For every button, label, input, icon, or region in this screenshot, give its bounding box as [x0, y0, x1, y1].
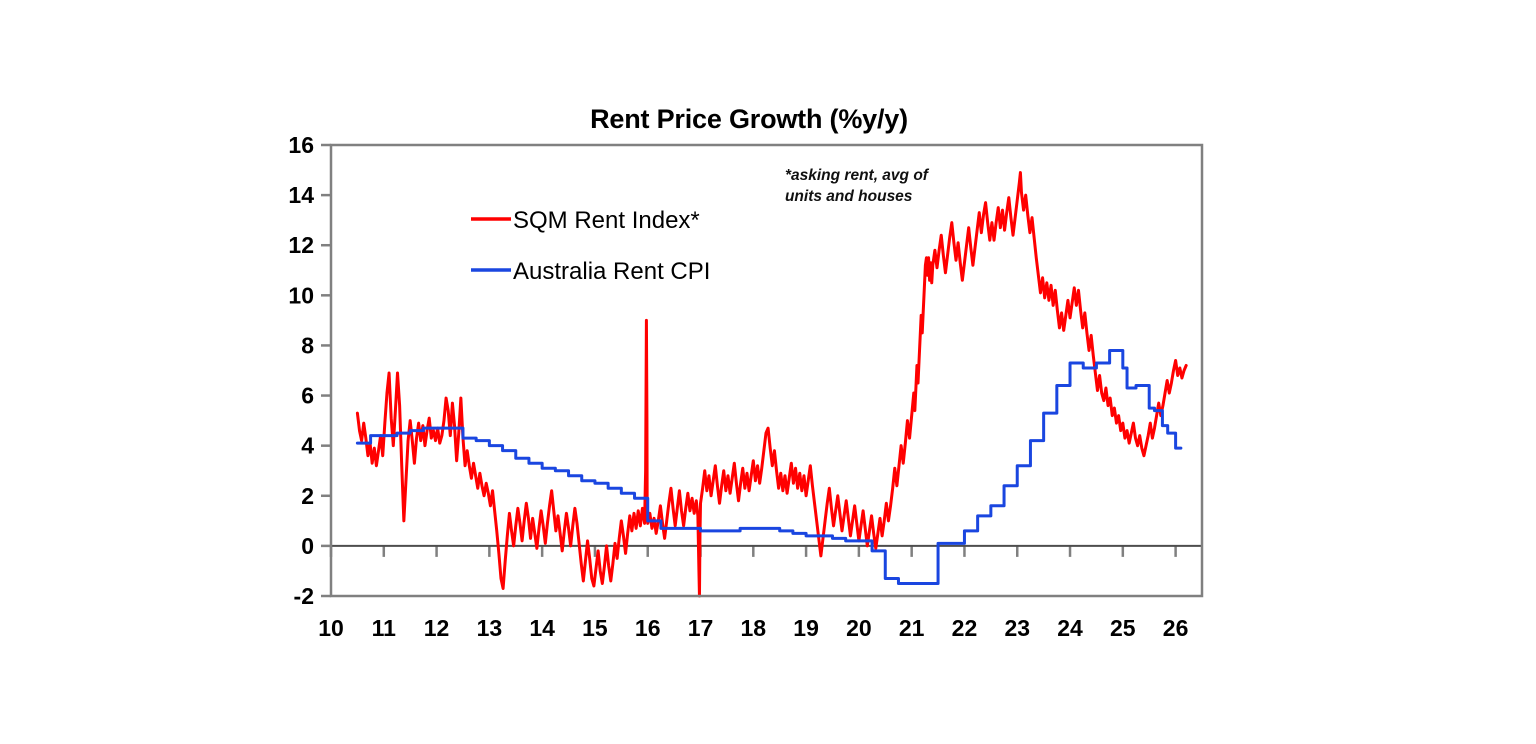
y-axis-tick-group: -2 0 2 4 6 8 10 12 14 16	[288, 132, 331, 609]
x-axis-tick-label: 11	[372, 615, 397, 641]
x-axis-tick-label: 12	[424, 615, 450, 641]
y-axis-tick-label: 8	[301, 332, 314, 358]
x-axis-tick-label: 25	[1110, 615, 1136, 641]
chart-title: Rent Price Growth (%y/y)	[590, 104, 908, 134]
y-axis-tick-label: 2	[301, 483, 314, 509]
x-axis-tick-group: 10 11 12 13 14 15 16 17 18 19 20 21 22 23 24 25 26	[318, 545, 1189, 641]
y-axis-tick-label: 4	[301, 433, 314, 459]
x-axis-tick-label: 23	[1004, 615, 1030, 641]
legend-label-1: Australia Rent CPI	[513, 258, 710, 285]
chart-legend: SQM Rent Index* Australia Rent CPI	[471, 207, 710, 285]
y-axis-tick-label: 16	[288, 132, 314, 158]
y-axis-tick-label: 10	[288, 282, 314, 308]
annotation-line: *asking rent, avg of	[785, 167, 930, 184]
y-axis-tick-label: 12	[288, 232, 314, 258]
series-line-sqm	[355, 171, 1188, 598]
data-series-group	[355, 171, 1188, 598]
x-axis-tick-label: 14	[529, 615, 555, 641]
x-axis-tick-label: 10	[318, 615, 344, 641]
x-axis-tick-label: 26	[1163, 615, 1189, 641]
plot-frame	[329, 143, 1204, 598]
x-axis-tick-label: 15	[582, 615, 608, 641]
x-axis-tick-label: 24	[1057, 615, 1083, 641]
x-axis-tick-label: 19	[793, 615, 819, 641]
legend-label-0: SQM Rent Index*	[513, 207, 700, 234]
x-axis-tick-label: 20	[846, 615, 872, 641]
chart-card: Rent Price Growth (%y/y) -2 0 2 4 6 8 10 12 14 16…	[271, 88, 1227, 656]
plot-frame-rect	[329, 143, 1204, 598]
x-axis-tick-label: 17	[688, 615, 714, 641]
x-axis-tick-label: 16	[635, 615, 661, 641]
y-axis-tick-label: 6	[301, 383, 314, 409]
x-axis-tick-label: 21	[899, 615, 925, 641]
x-axis-tick-label: 22	[952, 615, 978, 641]
x-axis-tick-label: 18	[741, 615, 767, 641]
chart-annotation-group: *asking rent, avg of units and houses	[785, 167, 930, 205]
series-line-cpi	[355, 348, 1183, 585]
annotation-line: units and houses	[785, 188, 913, 205]
y-axis-tick-label: 14	[288, 182, 314, 208]
x-axis-tick-label: 13	[477, 615, 503, 641]
y-axis-tick-label: -2	[294, 583, 314, 609]
y-axis-tick-label: 0	[301, 533, 314, 559]
